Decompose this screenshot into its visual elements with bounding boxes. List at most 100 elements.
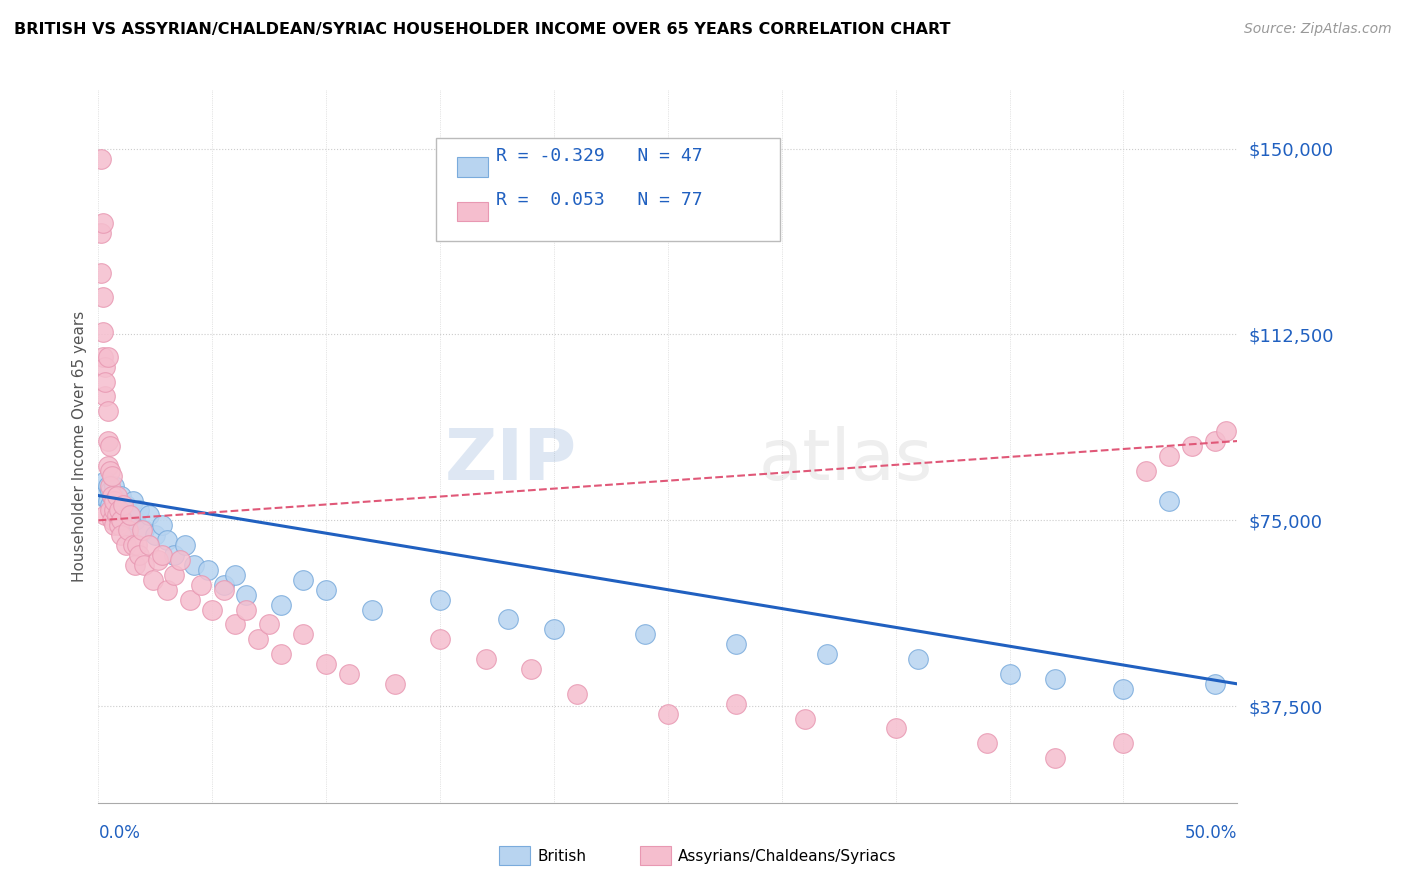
Point (105, 508, 128, 523)
Point (96, 350, 118, 364)
Point (120, 508, 142, 523)
Point (91, 489, 114, 503)
Point (197, 563, 219, 577)
Text: R = -0.329   N = 47: R = -0.329 N = 47 (496, 146, 703, 164)
Point (96, 434, 118, 448)
Point (565, 687, 588, 701)
Point (270, 598, 292, 612)
Point (1215, 424, 1237, 438)
Point (121, 538, 143, 552)
Point (110, 528, 132, 542)
Point (138, 508, 160, 523)
Point (98, 464, 121, 478)
Point (725, 697, 748, 711)
Text: atlas: atlas (759, 425, 934, 495)
Point (127, 538, 149, 552)
Point (634, 627, 657, 641)
Point (128, 503, 150, 517)
Point (156, 533, 179, 548)
Point (150, 548, 173, 562)
Point (360, 602, 382, 616)
Point (1043, 672, 1066, 686)
Point (146, 553, 169, 567)
Text: 50.0%: 50.0% (1185, 824, 1237, 842)
Point (105, 489, 128, 503)
Text: 0.0%: 0.0% (98, 824, 141, 842)
Point (110, 513, 132, 527)
Point (98, 483, 121, 498)
Point (162, 567, 184, 582)
Point (103, 518, 125, 533)
Point (429, 592, 451, 607)
Point (1157, 493, 1180, 508)
Point (94, 375, 117, 389)
Point (90, 266, 112, 280)
Point (98, 478, 121, 492)
Point (132, 558, 155, 572)
Point (98, 499, 121, 513)
Point (315, 657, 337, 671)
Point (150, 518, 173, 533)
Point (162, 548, 184, 562)
Point (212, 578, 235, 592)
Point (725, 637, 748, 651)
Point (1204, 434, 1226, 448)
Point (270, 647, 292, 661)
Point (91, 325, 114, 339)
Point (132, 523, 155, 537)
Point (292, 573, 315, 587)
Point (793, 712, 815, 726)
Point (103, 508, 125, 523)
Point (101, 468, 124, 483)
Point (884, 722, 907, 736)
Point (815, 647, 838, 661)
Point (235, 602, 257, 616)
Point (224, 567, 246, 582)
Point (1112, 681, 1135, 696)
Point (98, 439, 121, 453)
Point (96, 458, 118, 473)
Point (101, 513, 124, 527)
Point (474, 652, 496, 666)
Point (124, 558, 146, 572)
Point (131, 523, 153, 537)
Point (112, 508, 135, 523)
Point (94, 508, 117, 523)
Point (169, 553, 191, 567)
Point (384, 677, 406, 691)
Point (138, 538, 160, 552)
Text: British: British (537, 849, 586, 863)
Point (94, 359, 117, 374)
Text: ZIP: ZIP (444, 425, 576, 495)
Point (1181, 439, 1204, 453)
Point (105, 493, 128, 508)
Text: BRITISH VS ASSYRIAN/CHALDEAN/SYRIAC HOUSEHOLDER INCOME OVER 65 YEARS CORRELATION: BRITISH VS ASSYRIAN/CHALDEAN/SYRIAC HOUS… (14, 22, 950, 37)
Point (124, 513, 146, 527)
Text: Assyrians/Chaldeans/Syriacs: Assyrians/Chaldeans/Syriacs (678, 849, 896, 863)
Point (96, 478, 118, 492)
Point (498, 612, 520, 626)
Point (90, 226, 112, 240)
Point (337, 667, 360, 681)
Point (108, 499, 131, 513)
Point (657, 706, 679, 721)
Point (101, 489, 124, 503)
Point (976, 736, 998, 750)
Point (101, 489, 124, 503)
Point (101, 503, 124, 517)
Point (201, 602, 224, 616)
Y-axis label: Householder Income Over 65 years: Householder Income Over 65 years (72, 310, 87, 582)
Point (98, 503, 121, 517)
Point (179, 592, 201, 607)
Point (103, 493, 125, 508)
Point (998, 667, 1021, 681)
Point (429, 632, 451, 647)
Point (224, 617, 246, 632)
Point (259, 617, 281, 632)
Point (103, 503, 125, 517)
Point (156, 582, 179, 597)
Point (114, 538, 136, 552)
Point (1135, 464, 1157, 478)
Point (1157, 449, 1180, 463)
Point (108, 518, 131, 533)
